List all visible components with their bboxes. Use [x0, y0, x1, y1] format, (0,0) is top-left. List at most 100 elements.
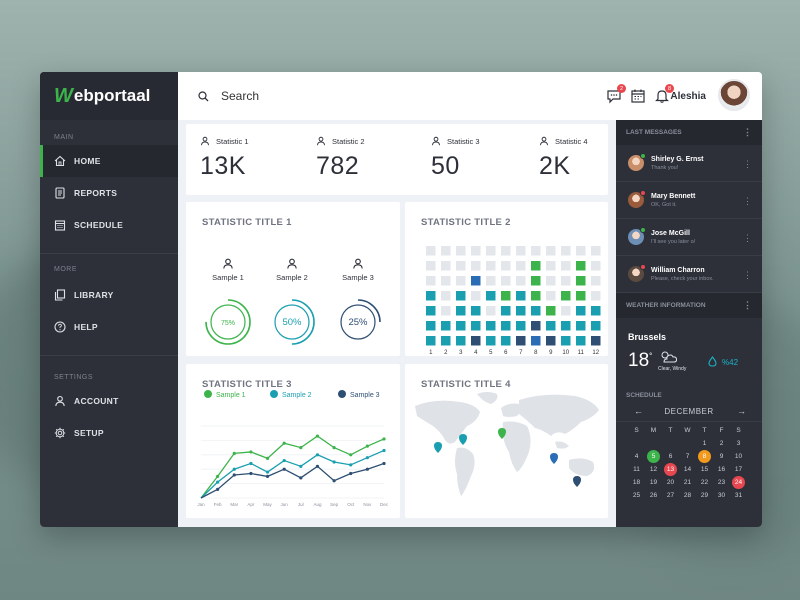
grid-cell — [531, 261, 541, 271]
data-point[interactable] — [315, 464, 320, 468]
calendar-day[interactable]: 7 — [685, 453, 690, 460]
data-point[interactable] — [232, 473, 236, 477]
sidebar-item-reports[interactable]: REPORTS — [40, 177, 178, 209]
user-name[interactable]: Aleshia — [670, 91, 706, 102]
calendar-day[interactable]: 12 — [649, 466, 658, 473]
data-point[interactable] — [216, 487, 220, 491]
calendar-day[interactable]: 23 — [717, 479, 726, 486]
calendar-day[interactable]: 27 — [666, 492, 675, 499]
data-point[interactable] — [249, 461, 253, 466]
calendar-day[interactable]: 29 — [700, 492, 709, 499]
data-point[interactable] — [282, 467, 286, 471]
data-point[interactable] — [332, 460, 336, 464]
message-item[interactable]: Mary Bennett OK, Got it. ⋮ — [616, 182, 762, 219]
sidebar-item-help[interactable]: HELP — [40, 311, 178, 343]
calendar-day[interactable]: 17 — [734, 466, 743, 473]
data-point[interactable] — [265, 474, 270, 478]
sidebar-item-library[interactable]: LIBRARY — [40, 279, 178, 311]
next-month-button[interactable]: → — [737, 406, 746, 416]
calendar-day[interactable]: 26 — [649, 492, 658, 499]
data-point[interactable] — [232, 467, 236, 471]
data-point[interactable] — [315, 453, 320, 457]
more-icon[interactable]: ⋮ — [743, 270, 752, 280]
data-point[interactable] — [249, 450, 253, 454]
grid-cell — [561, 306, 571, 316]
calendar-day[interactable]: 8 — [696, 450, 713, 463]
more-icon[interactable]: ⋮ — [743, 300, 752, 310]
data-point[interactable] — [382, 437, 386, 441]
calendar-day[interactable]: 11 — [633, 466, 640, 473]
data-point[interactable] — [232, 451, 236, 455]
calendar-day[interactable]: 20 — [666, 479, 675, 486]
calendar-day[interactable]: 30 — [717, 492, 726, 499]
legend-item[interactable]: Sample 3 — [338, 390, 380, 399]
data-point[interactable] — [365, 467, 369, 471]
calendar-day[interactable]: 18 — [632, 479, 641, 486]
calendar-day[interactable]: 1 — [702, 440, 707, 447]
message-item[interactable]: William Charron Please, check your inbox.… — [616, 256, 762, 293]
data-point[interactable] — [382, 448, 386, 453]
calendar-day[interactable]: 2 — [719, 440, 724, 447]
data-point[interactable] — [249, 471, 253, 476]
more-icon[interactable]: ⋮ — [743, 233, 752, 243]
calendar-day[interactable]: 19 — [649, 479, 658, 486]
calendar-day[interactable]: 21 — [683, 479, 692, 486]
data-point[interactable] — [299, 446, 303, 450]
data-point[interactable] — [349, 471, 353, 476]
calendar-day[interactable]: 15 — [700, 466, 709, 473]
prev-month-button[interactable]: ← — [634, 406, 643, 416]
data-point[interactable] — [349, 463, 353, 467]
map-pin-icon[interactable] — [573, 476, 581, 487]
calendar-day[interactable]: 10 — [734, 453, 743, 460]
more-icon[interactable]: ⋮ — [743, 159, 752, 169]
data-point[interactable] — [299, 476, 303, 480]
calendar-day[interactable]: 31 — [734, 492, 743, 499]
message-item[interactable]: Jose McGill I'll see you later o/ ⋮ — [616, 219, 762, 256]
search-input[interactable] — [221, 89, 461, 103]
more-icon[interactable]: ⋮ — [743, 196, 752, 206]
data-point[interactable] — [315, 434, 320, 438]
data-point[interactable] — [349, 453, 353, 457]
message-item[interactable]: Shirley G. Ernst Thank you! ⋮ — [616, 145, 762, 182]
calendar-day[interactable]: 13 — [662, 463, 679, 476]
sidebar-item-setup[interactable]: SETUP — [40, 417, 178, 449]
more-icon[interactable]: ⋮ — [743, 127, 752, 137]
data-point[interactable] — [265, 470, 270, 474]
data-point[interactable] — [332, 479, 336, 483]
sidebar-item-schedule[interactable]: SCHEDULE — [40, 209, 178, 241]
data-point[interactable] — [382, 461, 386, 466]
calendar-day[interactable]: 24 — [730, 476, 747, 489]
calendar-day[interactable]: 22 — [700, 479, 709, 486]
calendar-day[interactable]: 28 — [683, 492, 692, 499]
data-point[interactable] — [265, 456, 270, 460]
calendar-day[interactable]: 6 — [668, 453, 673, 460]
map-pin-icon[interactable] — [550, 453, 558, 464]
calendar-day[interactable]: 14 — [683, 466, 692, 473]
sidebar-item-home[interactable]: HOME — [40, 145, 178, 177]
legend-item[interactable]: Sample 2 — [270, 390, 312, 399]
messages-button[interactable]: 2 — [606, 84, 626, 104]
data-point[interactable] — [216, 474, 220, 478]
calendar-day[interactable]: 3 — [736, 440, 741, 447]
calendar-day[interactable]: 4 — [634, 453, 639, 460]
calendar-day[interactable]: 9 — [719, 453, 724, 460]
data-point[interactable] — [216, 480, 220, 484]
data-point[interactable] — [299, 464, 303, 468]
notifications-button[interactable]: 8 — [654, 84, 674, 104]
data-point[interactable] — [332, 446, 336, 450]
legend-item[interactable]: Sample 1 — [204, 390, 246, 399]
calendar-button[interactable] — [630, 88, 646, 104]
calendar-day[interactable]: 16 — [717, 466, 726, 473]
calendar-day[interactable]: 5 — [645, 450, 662, 463]
map-pin-icon[interactable] — [459, 434, 467, 445]
data-point[interactable] — [282, 441, 286, 445]
calendar-day[interactable]: 25 — [632, 492, 641, 499]
data-point[interactable] — [365, 444, 369, 448]
avatar[interactable] — [718, 79, 750, 111]
map-pin-icon[interactable] — [498, 428, 506, 439]
map-pin-icon[interactable] — [434, 442, 442, 453]
sidebar-item-account[interactable]: ACCOUNT — [40, 385, 178, 417]
data-point[interactable] — [282, 458, 286, 463]
data-point[interactable] — [365, 456, 369, 460]
